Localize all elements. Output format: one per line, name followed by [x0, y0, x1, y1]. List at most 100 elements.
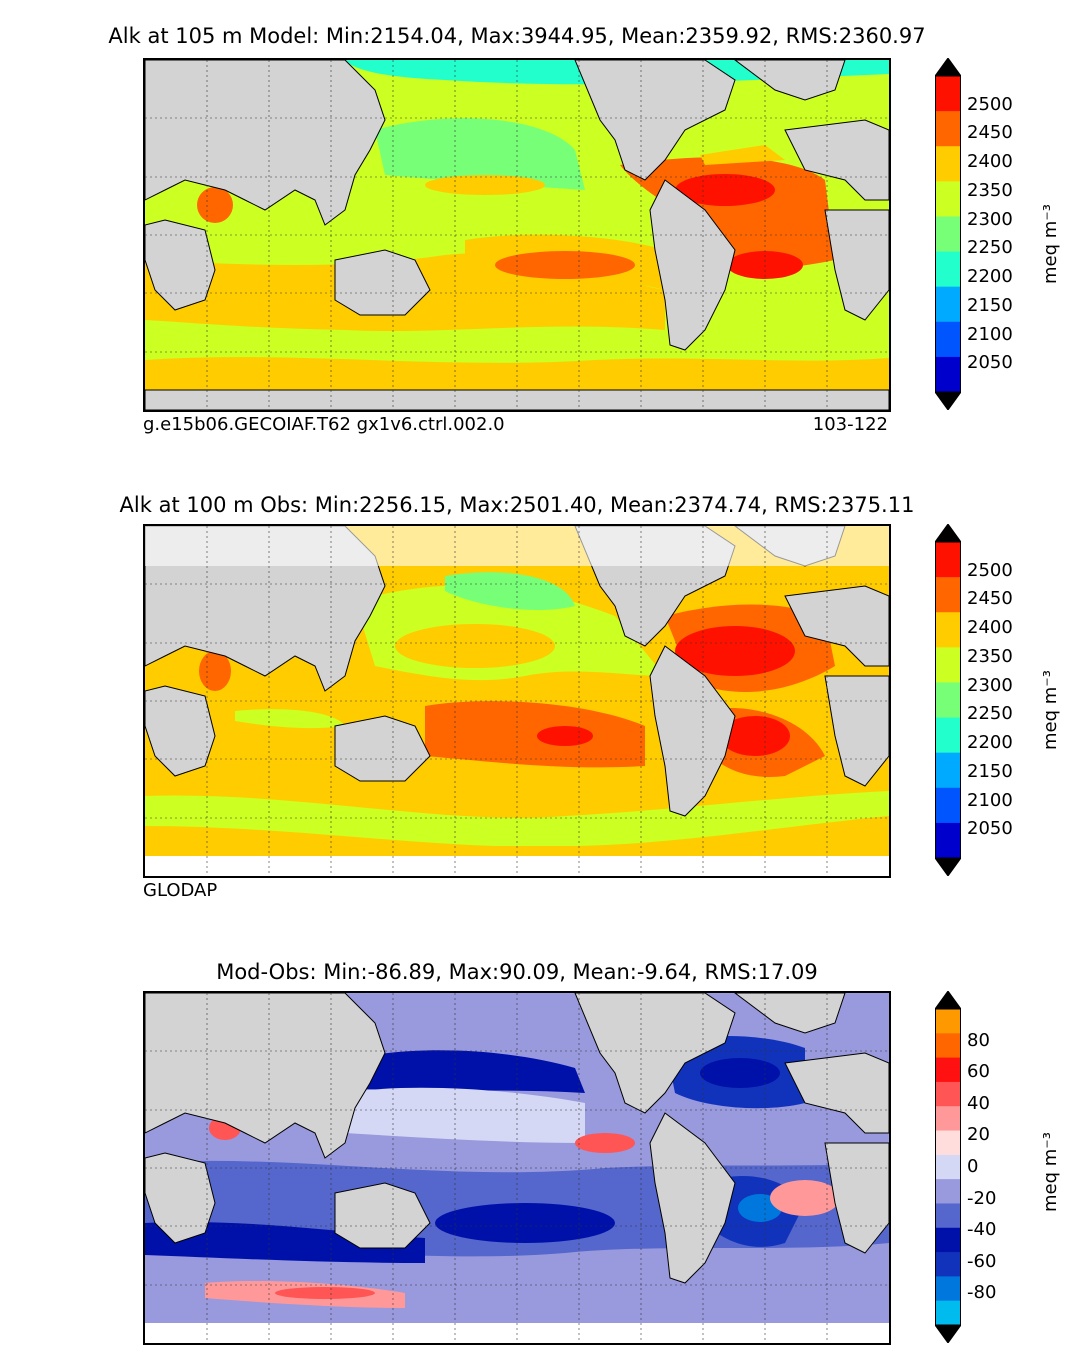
model-atlantic-orange — [620, 157, 835, 270]
colorbar-segment — [935, 251, 961, 288]
colorbar-segment — [935, 1130, 961, 1156]
obs-south-atlantic-red — [720, 716, 790, 756]
colorbar-tick-label: 2300 — [967, 208, 1013, 230]
colorbar-tick-label: -60 — [967, 1250, 997, 1272]
colorbar-arrow-low — [934, 857, 962, 877]
model-panel-title: Alk at 105 m Model: Min:2154.04, Max:394… — [108, 24, 926, 48]
colorbar-svg — [934, 990, 962, 1344]
diff-gridlines — [145, 993, 889, 1343]
colorbar-segment — [935, 1106, 961, 1132]
colorbar-tick-label: 20 — [967, 1124, 990, 1146]
obs-south-pacific-orange — [425, 701, 645, 768]
diff-southern-red-core — [275, 1287, 375, 1299]
colorbar-segment — [935, 1033, 961, 1059]
colorbar-segment — [935, 321, 961, 358]
colorbar-tick-label: 2200 — [967, 266, 1013, 288]
diff-map-svg — [145, 993, 889, 1343]
model-gridlines — [145, 60, 889, 410]
obs-indian-green — [235, 709, 345, 729]
colorbar-arrow-high — [934, 57, 962, 77]
obs-colorbar-label: meq m⁻³ — [1040, 669, 1061, 750]
colorbar-segment — [935, 1203, 961, 1229]
colorbar-segment — [935, 1154, 961, 1180]
colorbar-segment — [935, 286, 961, 323]
colorbar-segment — [935, 1081, 961, 1107]
diff-colorbar — [934, 990, 962, 1344]
model-north-atlantic-orange — [700, 145, 785, 165]
diff-south-atlantic-red — [770, 1180, 840, 1216]
colorbar-tick-label: 2200 — [967, 732, 1013, 754]
model-north-pacific-orange — [425, 175, 545, 195]
obs-atlantic-red — [675, 626, 795, 676]
model-north-pacific-green — [375, 118, 585, 190]
colorbar-segment — [935, 76, 961, 112]
diff-south-pacific-dark — [435, 1203, 615, 1243]
obs-source-label: GLODAP — [143, 880, 218, 901]
colorbar-tick-label: 2450 — [967, 588, 1013, 610]
colorbar-tick-label: 2500 — [967, 559, 1013, 581]
diff-colorbar-label: meq m⁻³ — [1040, 1131, 1061, 1212]
model-run-name: g.e15b06.GECOIAF.T62 gx1v6.ctrl.002.0 — [143, 414, 505, 435]
colorbar-segment — [935, 1057, 961, 1083]
model-south-pacific-core — [495, 251, 635, 279]
colorbar-arrow-high — [934, 990, 962, 1010]
colorbar-segment — [935, 181, 961, 217]
colorbar-tick-label: 2300 — [967, 674, 1013, 696]
model-year-range: 103-122 — [812, 414, 888, 435]
model-arabian-sea — [197, 187, 233, 223]
colorbar-tick-label: 2150 — [967, 294, 1013, 316]
model-map — [143, 58, 891, 412]
colorbar-segment — [935, 1276, 961, 1302]
colorbar-svg — [934, 57, 962, 411]
colorbar-tick-label: 2250 — [967, 237, 1013, 259]
model-atlantic-red — [675, 174, 775, 206]
colorbar-arrow-low — [934, 391, 962, 411]
colorbar-tick-label: 60 — [967, 1061, 990, 1083]
model-map-svg — [145, 60, 889, 410]
diff-north-pacific-dark — [335, 1050, 585, 1093]
colorbar-segment — [935, 1009, 961, 1034]
obs-north-pacific-green — [445, 572, 575, 611]
colorbar-segment — [935, 647, 961, 683]
colorbar-segment — [935, 752, 961, 789]
obs-panel-title: Alk at 100 m Obs: Min:2256.15, Max:2501.… — [119, 493, 915, 517]
obs-south-pacific-red — [537, 726, 593, 746]
colorbar-segment — [935, 1227, 961, 1253]
colorbar-segment — [935, 216, 961, 253]
colorbar-tick-label: 40 — [967, 1092, 990, 1114]
colorbar-tick-label: -40 — [967, 1219, 997, 1241]
colorbar-segment — [935, 146, 961, 182]
colorbar-tick-label: 2100 — [967, 789, 1013, 811]
colorbar-segment — [935, 787, 961, 824]
colorbar-tick-label: 2400 — [967, 617, 1013, 639]
colorbar-segment — [935, 542, 961, 578]
colorbar-segment — [935, 111, 961, 147]
model-colorbar-label: meq m⁻³ — [1040, 203, 1061, 284]
colorbar-border — [935, 75, 961, 393]
colorbar-svg — [934, 523, 962, 877]
obs-map-svg — [145, 526, 889, 876]
colorbar-segment — [935, 1179, 961, 1204]
colorbar-tick-label: 2400 — [967, 151, 1013, 173]
colorbar-border — [935, 541, 961, 859]
diff-equatorial-red — [575, 1133, 635, 1153]
colorbar-tick-label: 0 — [967, 1156, 979, 1177]
colorbar-border — [935, 1008, 961, 1326]
diff-north-pacific-light — [345, 1087, 585, 1143]
colorbar-tick-label: 2100 — [967, 323, 1013, 345]
model-colorbar — [934, 57, 962, 411]
colorbar-tick-label: 2350 — [967, 645, 1013, 667]
colorbar-segment — [935, 822, 961, 859]
colorbar-segment — [935, 682, 961, 719]
obs-gridlines — [145, 526, 889, 876]
obs-colorbar — [934, 523, 962, 877]
obs-north-pacific-orange — [395, 624, 555, 668]
colorbar-segment — [935, 356, 961, 393]
colorbar-segment — [935, 612, 961, 648]
colorbar-segment — [935, 1252, 961, 1277]
colorbar-tick-label: -80 — [967, 1282, 997, 1304]
colorbar-tick-label: 2050 — [967, 352, 1013, 374]
colorbar-tick-label: 2500 — [967, 93, 1013, 115]
diff-panel-title: Mod-Obs: Min:-86.89, Max:90.09, Mean:-9.… — [216, 960, 818, 984]
colorbar-tick-label: 2350 — [967, 179, 1013, 201]
